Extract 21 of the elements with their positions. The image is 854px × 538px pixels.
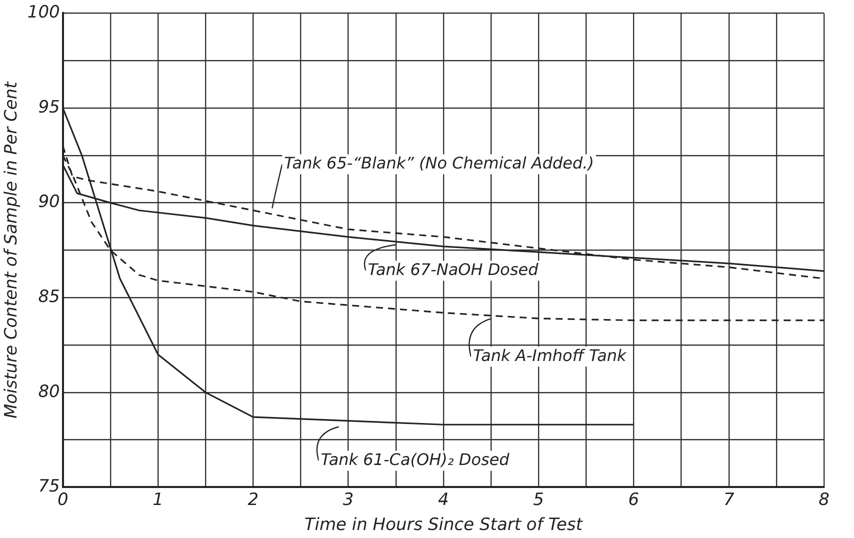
y-tick-label: 75 <box>38 476 60 497</box>
x-tick-label: 3 <box>342 490 354 510</box>
y-tick-label: 85 <box>38 287 60 308</box>
x-tick-label: 0 <box>57 490 68 510</box>
y-axis-title: Moisture Content of Sample in Per Cent <box>2 80 22 419</box>
y-tick-label: 90 <box>38 192 60 212</box>
annotation: Tank A-Imhoff Tank <box>472 346 628 365</box>
x-tick-label: 2 <box>248 490 259 510</box>
x-axis-title: Time in Hours Since Start of Test <box>304 515 584 536</box>
annotation: Tank 65-“Blank” (No Chemical Added.) <box>284 153 594 172</box>
annotation: Tank 67-NaOH Dosed <box>368 260 540 279</box>
y-tick-label: 80 <box>38 382 60 402</box>
x-tick-label: 5 <box>533 490 544 510</box>
annotation: Tank 61-Ca(OH)₂ Dosed <box>320 450 510 469</box>
y-tick-label: 100 <box>27 2 60 23</box>
x-tick-label: 6 <box>628 490 640 510</box>
y-tick-label: 95 <box>38 97 60 118</box>
x-tick-label: 7 <box>723 490 734 510</box>
x-tick-label: 8 <box>818 490 830 510</box>
x-tick-label: 4 <box>438 490 449 510</box>
x-tick-label: 1 <box>152 490 164 510</box>
